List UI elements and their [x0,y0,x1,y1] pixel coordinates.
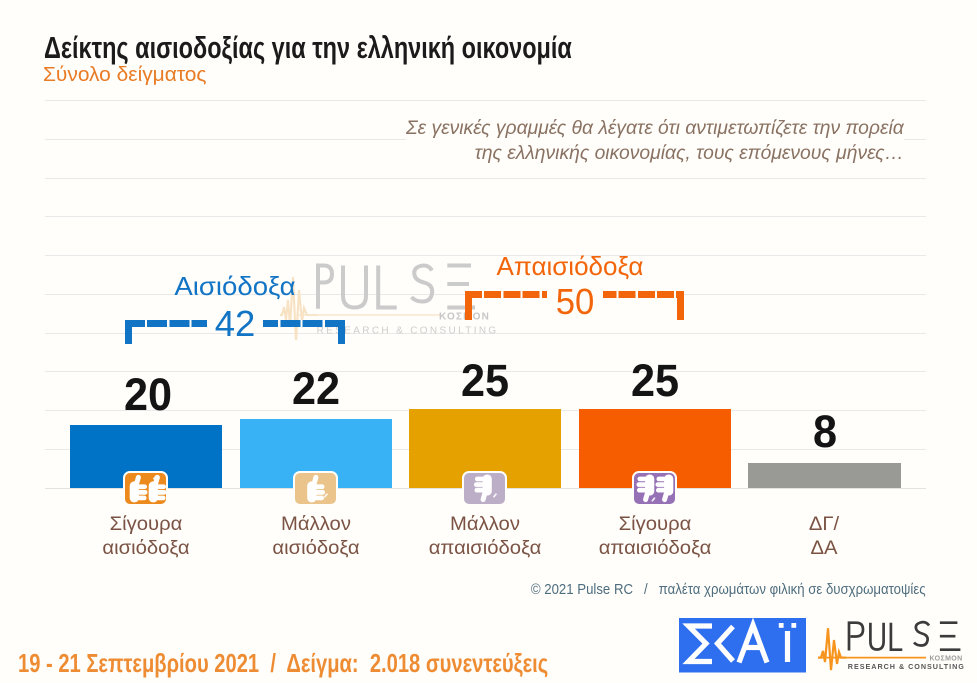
svg-text:ΚΟΣΜΟΝ: ΚΟΣΜΟΝ [439,312,490,323]
svg-text:RESEARCH & CONSULTING: RESEARCH & CONSULTING [848,662,965,671]
svg-text:RESEARCH & CONSULTING: RESEARCH & CONSULTING [317,325,499,336]
svg-text:ΚΟΣΜΟΝ: ΚΟΣΜΟΝ [930,656,963,663]
